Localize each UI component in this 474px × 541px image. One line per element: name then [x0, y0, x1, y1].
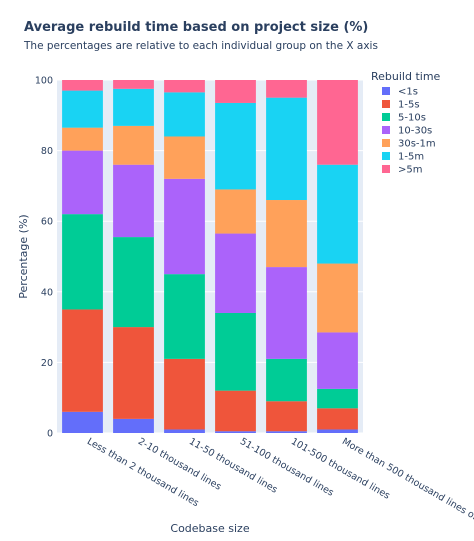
bar-segment — [62, 150, 103, 215]
y-tick-label: 100 — [35, 76, 53, 87]
y-tick-label: 0 — [47, 429, 53, 440]
legend-swatch — [382, 100, 390, 108]
bar-segment — [266, 401, 307, 432]
plot-background — [57, 80, 363, 433]
bar-segment — [266, 431, 307, 433]
bar-segment — [62, 90, 103, 128]
bar-segment — [266, 200, 307, 268]
bar-segment — [215, 390, 256, 432]
legend-item-label: 1-5s — [398, 100, 420, 111]
bar-segment — [215, 102, 256, 190]
bar-segment — [113, 125, 154, 165]
chart-subtitle: The percentages are relative to each ind… — [24, 40, 378, 52]
bar-segment — [62, 309, 103, 412]
bar-segment — [317, 80, 358, 165]
legend-item-label: 1-5m — [398, 152, 424, 163]
bar-segment — [113, 88, 154, 126]
bar-segment — [215, 431, 256, 433]
legend: Rebuild time <1s 1-5s 5-10s 10-30s 30s-1m 1-5… — [371, 70, 441, 176]
bar-segment — [164, 429, 205, 433]
x-tick-label: 101-500 thousand lines — [289, 436, 392, 502]
bar-segment — [266, 80, 307, 98]
bar-segment — [113, 418, 154, 433]
legend-swatch — [382, 165, 390, 173]
bar-segment — [62, 214, 103, 310]
y-tick-label: 80 — [41, 146, 53, 157]
bar-segment — [317, 408, 358, 430]
legend-swatch — [382, 139, 390, 147]
bar-segment — [62, 127, 103, 151]
x-tick-label: 51-100 thousand lines — [238, 436, 336, 499]
legend-item-label: <1s — [398, 87, 418, 98]
y-axis-title: Percentage (%) — [17, 214, 30, 298]
bar-segment — [317, 388, 358, 409]
bar-segment — [62, 411, 103, 433]
bar-segment — [266, 267, 307, 359]
y-tick-label: 20 — [41, 358, 53, 369]
legend-swatch — [382, 126, 390, 134]
chart-title: Average rebuild time based on project si… — [24, 20, 369, 35]
gridlines — [57, 79, 363, 434]
bar-segment — [266, 358, 307, 402]
bar-segment — [317, 429, 358, 433]
x-tick-label: 2-10 thousand lines — [136, 436, 223, 493]
bar-segment — [164, 178, 205, 275]
bar-segment — [62, 80, 103, 91]
bar-segment — [215, 233, 256, 313]
bar-segment — [164, 136, 205, 179]
bar-segment — [266, 97, 307, 201]
bar-segment — [317, 332, 358, 389]
y-axis-ticks: 0 20 40 60 80 100 — [35, 76, 53, 440]
legend-swatch — [382, 87, 390, 95]
legend-title: Rebuild time — [371, 70, 441, 83]
legend-swatch — [382, 113, 390, 121]
bar-segment — [113, 164, 154, 238]
bar-segment — [317, 164, 358, 264]
x-tick-label: 11-50 thousand lines — [187, 436, 279, 496]
bar-segment — [113, 80, 154, 89]
x-axis-title: Codebase size — [170, 522, 249, 535]
bars — [62, 80, 358, 433]
legend-item-label: >5m — [398, 165, 422, 176]
bar-segment — [164, 358, 205, 430]
bar-segment — [113, 237, 154, 328]
bar-segment — [215, 80, 256, 103]
bar-segment — [215, 189, 256, 234]
legend-item-label: 30s-1m — [398, 139, 436, 150]
bar-segment — [164, 80, 205, 93]
y-tick-label: 40 — [41, 287, 53, 298]
legend-item-label: 10-30s — [398, 126, 432, 137]
legend-swatch — [382, 152, 390, 160]
legend-item-label: 5-10s — [398, 113, 426, 124]
bar-segment — [164, 92, 205, 137]
bar-segment — [164, 274, 205, 359]
y-tick-label: 60 — [41, 217, 53, 228]
bar-segment — [215, 312, 256, 391]
bar-segment — [317, 263, 358, 333]
bar-segment — [113, 327, 154, 419]
